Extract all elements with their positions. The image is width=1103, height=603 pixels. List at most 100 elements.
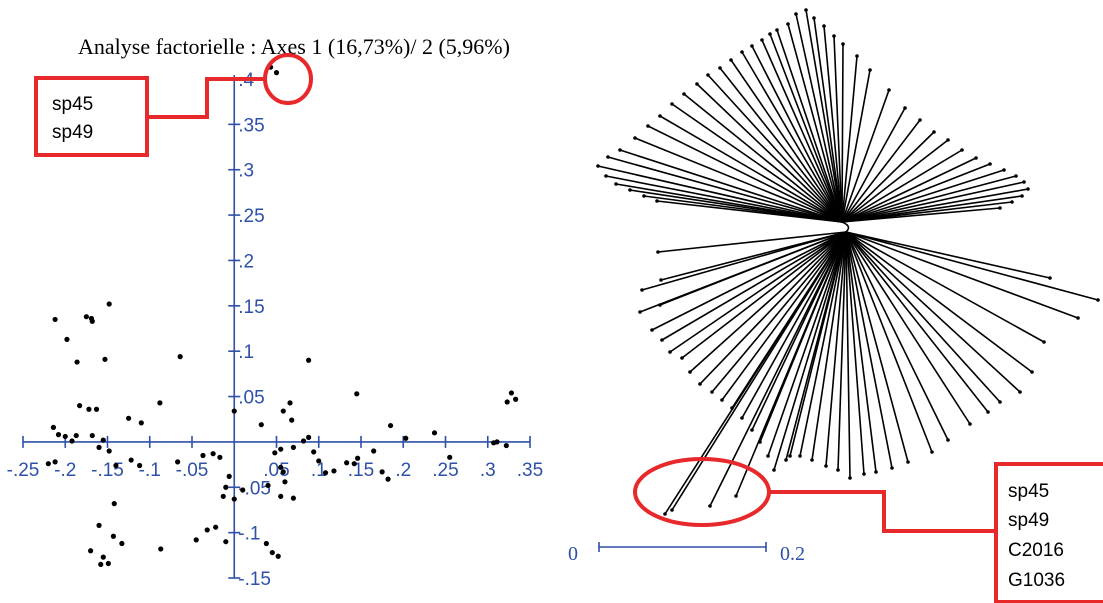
- tree-branch: [776, 29, 843, 223]
- tree-tip: [668, 350, 672, 354]
- tree-branch: [845, 231, 1045, 343]
- tree-branch: [845, 231, 1079, 319]
- scatter-point: [77, 403, 83, 409]
- tree-tip: [848, 476, 852, 480]
- scatter-point: [52, 459, 58, 465]
- scatter-point: [52, 316, 58, 323]
- box-top-line-2: sp49: [52, 122, 93, 143]
- y-tick-label: -.15: [238, 569, 271, 590]
- tree-branch: [799, 231, 847, 457]
- tree-branch: [811, 231, 847, 461]
- tree-tip: [786, 22, 790, 26]
- y-tick-label: -.05: [238, 478, 271, 499]
- tree-tip: [708, 504, 712, 508]
- tree-tip: [1096, 298, 1100, 302]
- scatter-point: [231, 408, 237, 414]
- tree-tip: [841, 42, 845, 46]
- y-tick-label: .35: [238, 115, 264, 136]
- tree-tip: [887, 88, 891, 92]
- tree-branch: [656, 200, 843, 223]
- scatter-point: [306, 357, 312, 363]
- tree-branch: [825, 231, 847, 467]
- scatter-point: [387, 422, 394, 429]
- tree-branch: [845, 231, 909, 463]
- tree-branch: [795, 13, 843, 223]
- scatter-point: [280, 408, 286, 414]
- tree-branch: [841, 181, 1025, 223]
- tree-tip: [658, 303, 662, 307]
- tree-branch: [634, 137, 843, 223]
- tree-tip: [698, 382, 702, 386]
- scatter-point: [379, 469, 385, 475]
- scatter-points: [45, 64, 519, 567]
- scatter-point: [385, 476, 391, 482]
- scatter-point: [62, 433, 68, 440]
- tree-tip: [968, 422, 972, 426]
- tree-branch: [841, 119, 921, 223]
- tree-branch: [841, 43, 844, 223]
- tree-branch: [597, 165, 843, 223]
- tree-branch: [605, 175, 843, 223]
- tree-tip: [768, 32, 772, 36]
- tree-tip: [788, 454, 792, 458]
- scatter-point: [311, 449, 317, 455]
- tree-branch: [659, 115, 843, 223]
- scatter-point: [102, 356, 108, 362]
- tree-branch: [735, 231, 847, 497]
- tree-branch: [657, 231, 847, 253]
- tree-tip: [659, 278, 663, 282]
- tree-tip: [720, 398, 724, 402]
- x-tick-label: .35: [517, 460, 543, 481]
- tree-branch: [841, 107, 906, 223]
- tree-branch: [769, 33, 843, 223]
- tree-tip: [596, 164, 600, 168]
- scatter-point: [175, 459, 181, 465]
- scatter-point: [96, 522, 102, 528]
- scatter-point: [403, 435, 409, 441]
- tree-tip: [606, 155, 610, 159]
- scatter-point: [223, 484, 229, 490]
- x-tick-label: .1: [311, 460, 327, 481]
- tree-tip: [868, 68, 872, 72]
- scatter-point: [300, 438, 307, 444]
- tree-tip: [988, 162, 992, 166]
- scatter-point: [282, 479, 288, 485]
- scatter-point: [273, 70, 280, 76]
- tree-tip: [1020, 194, 1024, 198]
- x-tick-label: .05: [263, 460, 289, 481]
- scale-bar-start-label: 0: [568, 543, 578, 565]
- tree-branches: [597, 9, 1099, 515]
- scatter-point: [289, 417, 295, 423]
- tree-branch: [661, 231, 847, 341]
- y-tick-label: .1: [238, 342, 254, 363]
- tree-branch: [841, 149, 963, 223]
- tree-branch: [841, 139, 949, 223]
- y-tick-label: .15: [238, 297, 264, 318]
- scatter-point: [280, 469, 286, 475]
- scatter-point: [278, 493, 284, 499]
- scatter-point: [105, 560, 111, 567]
- y-tick-label: .3: [238, 161, 254, 182]
- tree-branch: [841, 207, 1001, 223]
- scatter-point: [83, 314, 89, 320]
- tree-branch: [647, 125, 843, 223]
- tree-branch: [669, 231, 847, 353]
- tree-branch: [845, 231, 865, 475]
- tree-branch: [841, 188, 1029, 223]
- tree-branch: [841, 89, 890, 223]
- tree-branch: [845, 231, 1001, 403]
- tree-branch: [707, 74, 843, 223]
- tree-branch: [823, 25, 843, 223]
- scatter-point: [287, 400, 293, 406]
- tree-tip: [766, 454, 770, 458]
- tree-branch: [730, 59, 843, 223]
- tree-tip: [758, 440, 762, 444]
- tree-tip: [650, 328, 654, 332]
- tree-branch: [741, 231, 847, 419]
- tree-tip: [836, 468, 840, 472]
- tree-branch: [681, 231, 847, 359]
- tree-tip: [670, 102, 674, 106]
- tree-branch: [651, 231, 847, 331]
- tree-tip: [682, 92, 686, 96]
- scatter-point: [371, 448, 377, 454]
